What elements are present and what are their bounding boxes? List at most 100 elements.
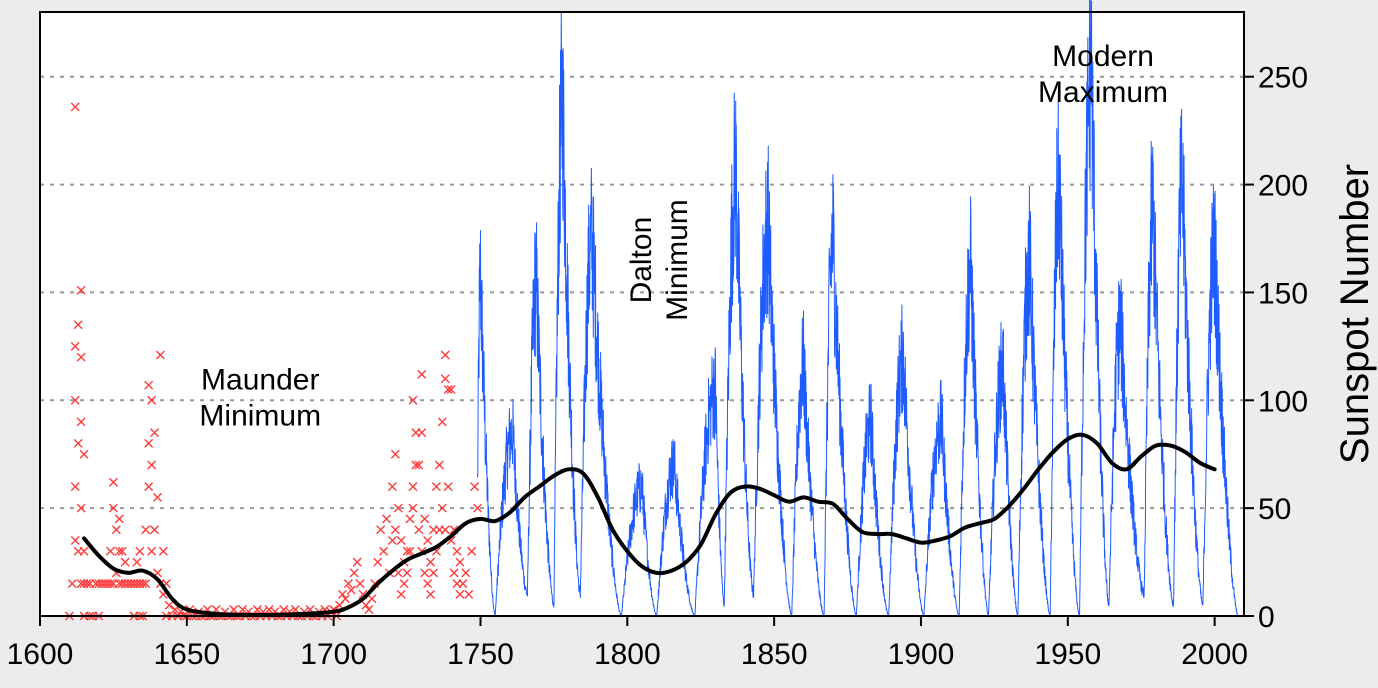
observation-point — [461, 568, 471, 578]
observation-point — [170, 605, 180, 615]
x-tick-label: 1900 — [888, 638, 955, 671]
observation-point — [417, 369, 427, 379]
observation-point — [138, 579, 148, 589]
observation-point — [399, 579, 409, 589]
observation-point — [70, 536, 80, 545]
annotation-label: Maunder Minimum — [199, 364, 321, 433]
observation-point — [408, 482, 418, 492]
observation-point — [396, 589, 406, 599]
observation-point — [414, 525, 424, 535]
observation-point — [132, 557, 142, 567]
y-tick-label: 200 — [1258, 170, 1308, 203]
observation-point — [144, 482, 154, 492]
smoothed-average-series — [82, 432, 1217, 618]
observation-point — [426, 589, 436, 599]
observation-point — [76, 352, 86, 362]
observation-point — [346, 585, 356, 595]
x-tick-label: 1850 — [741, 638, 808, 671]
observation-point — [423, 536, 433, 545]
observation-point — [120, 557, 130, 567]
observation-point — [467, 546, 477, 556]
observation-point — [252, 605, 262, 615]
observation-point — [141, 525, 151, 535]
observation-point — [337, 589, 347, 599]
observation-point — [73, 438, 83, 448]
grid-lines — [40, 75, 1244, 510]
y-axis-title: Sunspot Number — [1333, 164, 1377, 464]
observation-point — [82, 579, 92, 589]
y-tick-label: 100 — [1258, 385, 1308, 418]
telescopic-record-line — [477, 0, 1239, 618]
observation-point — [147, 460, 157, 470]
annotation-line: Minimum — [199, 400, 321, 433]
observation-point — [114, 514, 124, 524]
x-axis: 1600 1650 1700 1750 1800 1850 1900 1950 2000 — [7, 616, 1248, 671]
observation-point — [408, 503, 418, 513]
x-tick-label: 1650 — [153, 638, 220, 671]
observation-point — [79, 449, 89, 459]
observation-point — [379, 546, 389, 556]
plot-border — [39, 11, 1245, 617]
observation-point — [405, 514, 415, 524]
observation-point — [70, 102, 80, 112]
x-tick-label: 1600 — [7, 638, 74, 671]
observation-point — [446, 385, 456, 394]
observation-point — [440, 374, 450, 384]
observation-point — [423, 579, 433, 589]
observation-point — [150, 525, 160, 535]
observation-point — [70, 341, 80, 351]
observation-point — [464, 589, 474, 599]
observation-point — [111, 525, 121, 535]
observation-point — [164, 600, 174, 610]
observation-point — [437, 503, 447, 513]
observation-point — [108, 477, 118, 487]
observation-point — [108, 503, 118, 513]
x-tick-label: 1950 — [1034, 638, 1101, 671]
observation-point — [349, 568, 359, 578]
observation-point — [455, 557, 465, 567]
observation-point — [117, 546, 127, 556]
x-tick-label: 1800 — [594, 638, 661, 671]
observation-point — [452, 546, 462, 556]
observation-point — [390, 449, 400, 459]
y-axis: 0 50 100 150 200 250 — [1244, 62, 1308, 634]
observation-point — [414, 460, 424, 470]
observation-point — [135, 546, 145, 556]
observation-point — [402, 568, 412, 578]
y-tick-label: 150 — [1258, 277, 1308, 310]
observation-point — [440, 350, 450, 360]
y-tick-label: 0 — [1258, 601, 1275, 634]
observation-point — [431, 482, 441, 492]
observation-point — [67, 579, 77, 589]
observation-point — [443, 385, 453, 394]
observation-point — [105, 579, 115, 589]
observation-point — [147, 395, 157, 405]
annotation-line: Modern — [1052, 40, 1154, 73]
observation-point — [396, 536, 406, 545]
observation-point — [70, 482, 80, 492]
observation-point — [144, 380, 154, 390]
observation-point — [449, 568, 459, 578]
y-tick-label: 250 — [1258, 62, 1308, 95]
observation-point — [387, 482, 397, 492]
telescopic-record-series — [477, 0, 1239, 618]
observation-point — [429, 568, 438, 578]
observation-point — [355, 579, 365, 589]
observation-point — [114, 546, 124, 556]
observation-point — [141, 579, 151, 589]
observation-point — [420, 568, 430, 578]
observation-point — [458, 579, 468, 589]
observation-point — [343, 579, 353, 589]
annotation-label: Dalton Minimum — [625, 199, 694, 321]
observation-point — [417, 428, 427, 438]
observation-point — [437, 417, 447, 427]
observation-point — [455, 589, 465, 599]
observation-point — [352, 557, 362, 567]
observation-point — [238, 605, 248, 615]
x-tick-label: 1700 — [300, 638, 367, 671]
observation-point — [364, 605, 374, 615]
observation-point — [405, 546, 415, 556]
plot-area — [40, 12, 1244, 616]
observation-point — [158, 546, 168, 556]
observation-point — [147, 546, 157, 556]
